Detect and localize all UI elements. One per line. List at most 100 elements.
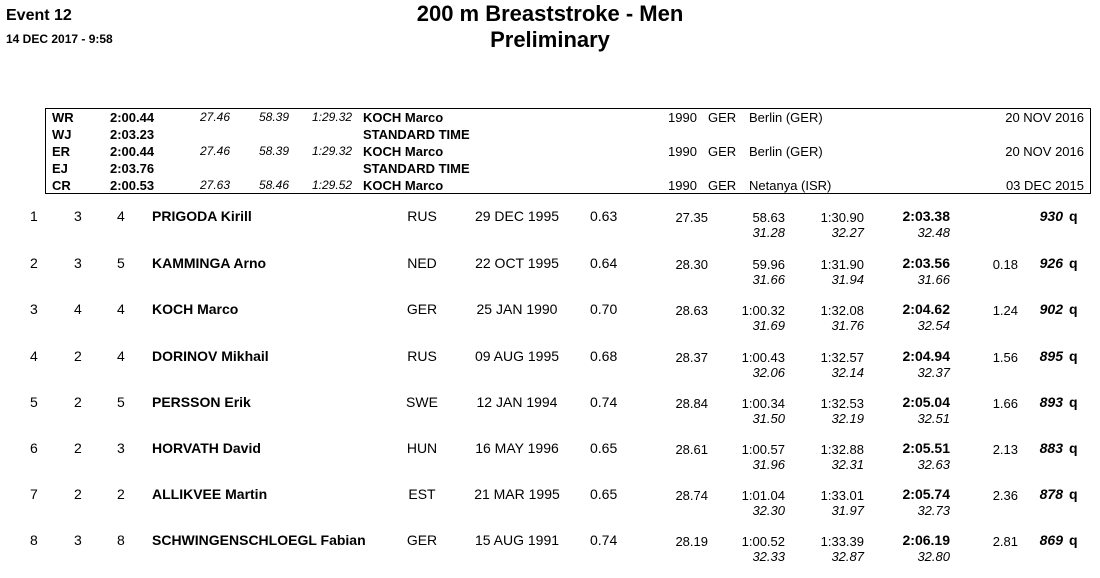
lap-split-200: 32.48	[917, 225, 950, 240]
swimmer-name: KOCH Marco	[152, 301, 239, 317]
heat: 4	[74, 301, 82, 317]
result-row: 2 3 5 KAMMINGA Arno NED 22 OCT 1995 0.64 28.30 5…	[0, 255, 1100, 301]
record-split-150: 1:29.32	[312, 144, 353, 158]
lane: 4	[117, 301, 125, 317]
lane: 4	[117, 208, 125, 224]
swimmer-name: DORINOV Mikhail	[152, 348, 269, 364]
lap-split-150: 31.76	[831, 318, 864, 333]
final-time: 2:05.74	[902, 486, 950, 502]
page-title: 200 m Breaststroke - Men	[416, 1, 684, 26]
birth-date: 12 JAN 1994	[476, 394, 558, 410]
record-year: 1990	[668, 178, 697, 193]
split-100: 59.96	[752, 257, 785, 272]
reaction-time: 0.65	[590, 440, 618, 456]
nation: GER	[406, 532, 438, 548]
time-behind: 2.36	[992, 488, 1018, 503]
rank: 4	[30, 348, 38, 364]
record-holder: KOCH Marco	[363, 144, 444, 159]
record-row: ER 2:00.44 27.46 58.39 1:29.32 KOCH Marco 1990…	[46, 144, 1090, 161]
records-box: WR 2:00.44 27.46 58.39 1:29.32 KOCH Marco 1990…	[45, 108, 1091, 194]
split-100: 1:00.52	[741, 534, 785, 549]
heat: 2	[74, 486, 82, 502]
result-row: 8 3 8 SCHWINGENSCHLOEGL Fabian GER 15 AUG 199…	[0, 532, 1100, 578]
lap-split-100: 32.33	[752, 549, 785, 564]
record-split-150: 1:29.52	[312, 178, 353, 192]
record-time: 2:00.44	[110, 144, 155, 159]
split-50: 28.74	[675, 488, 708, 503]
rank: 3	[30, 301, 38, 317]
time-behind: 1.66	[992, 396, 1018, 411]
result-row: 5 2 5 PERSSON Erik SWE 12 JAN 1994 0.74 28.84 1:…	[0, 394, 1100, 440]
qualified-mark: q	[1069, 301, 1078, 317]
rank: 8	[30, 532, 38, 548]
qualified-mark: q	[1069, 440, 1078, 456]
lap-split-150: 32.31	[831, 457, 864, 472]
split-50: 27.35	[675, 210, 708, 225]
record-split-100: 58.39	[259, 110, 290, 124]
qualified-mark: q	[1069, 394, 1078, 410]
heat: 3	[74, 208, 82, 224]
record-code: WJ	[52, 127, 72, 142]
split-50: 28.84	[675, 396, 708, 411]
record-split-100: 58.46	[259, 178, 290, 192]
rank: 1	[30, 208, 38, 224]
split-50: 28.19	[675, 534, 708, 549]
rank: 2	[30, 255, 38, 271]
nation: EST	[408, 486, 436, 502]
record-code: EJ	[52, 161, 68, 176]
record-code: CR	[52, 178, 71, 193]
birth-date: 15 AUG 1991	[474, 532, 560, 548]
record-time: 2:00.44	[110, 110, 155, 125]
lap-split-100: 31.69	[752, 318, 785, 333]
lane: 4	[117, 348, 125, 364]
record-row: CR 2:00.53 27.63 58.46 1:29.52 KOCH Marco 1990…	[46, 178, 1090, 195]
lap-split-200: 32.51	[917, 411, 950, 426]
nation: RUS	[407, 348, 437, 364]
swimmer-name: SCHWINGENSCHLOEGL Fabian	[152, 532, 366, 548]
final-time: 2:05.51	[902, 440, 950, 456]
record-holder: KOCH Marco	[363, 110, 444, 125]
record-place: Netanya (ISR)	[749, 178, 832, 193]
lane: 5	[117, 255, 125, 271]
reaction-time: 0.74	[590, 532, 618, 548]
record-holder: STANDARD TIME	[363, 127, 470, 142]
record-split-50: 27.63	[200, 178, 231, 192]
lap-split-200: 32.63	[917, 457, 950, 472]
lap-split-100: 32.30	[752, 503, 785, 518]
lane: 3	[117, 440, 125, 456]
rank: 7	[30, 486, 38, 502]
reaction-time: 0.64	[590, 255, 618, 271]
split-100: 58.63	[752, 210, 785, 225]
lap-split-100: 31.28	[752, 225, 785, 240]
final-time: 2:05.04	[902, 394, 950, 410]
lap-split-100: 32.06	[752, 365, 785, 380]
record-code: ER	[52, 144, 71, 159]
record-place: Berlin (GER)	[749, 144, 823, 159]
birth-date: 21 MAR 1995	[474, 486, 560, 502]
birth-date: 25 JAN 1990	[476, 301, 558, 317]
event-number: Event 12	[6, 7, 72, 24]
fina-points: 902	[1039, 301, 1063, 317]
birth-date: 22 OCT 1995	[475, 255, 559, 271]
swimmer-name: KAMMINGA Arno	[152, 255, 267, 271]
event-datetime: 14 DEC 2017 - 9:58	[6, 32, 113, 46]
nation: SWE	[406, 394, 438, 410]
heat: 3	[74, 255, 82, 271]
lap-split-150: 31.97	[831, 503, 864, 518]
qualified-mark: q	[1069, 255, 1078, 271]
reaction-time: 0.65	[590, 486, 618, 502]
final-time: 2:03.56	[902, 255, 950, 271]
record-nation: GER	[708, 178, 737, 193]
lap-split-150: 32.27	[831, 225, 864, 240]
split-150: 1:31.90	[820, 257, 864, 272]
split-100: 1:00.43	[741, 350, 785, 365]
rank: 6	[30, 440, 38, 456]
final-time: 2:03.38	[902, 208, 950, 224]
nation: NED	[407, 255, 437, 271]
record-split-50: 27.46	[200, 144, 231, 158]
record-year: 1990	[668, 144, 697, 159]
time-behind: 1.24	[992, 303, 1018, 318]
lap-split-150: 32.87	[831, 549, 864, 564]
record-code: WR	[52, 110, 74, 125]
reaction-time: 0.63	[590, 208, 618, 224]
